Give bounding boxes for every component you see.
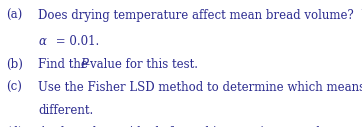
Text: different.: different. — [38, 104, 93, 116]
Text: Use the Fisher LSD method to determine which means are: Use the Fisher LSD method to determine w… — [38, 81, 362, 94]
Text: (d): (d) — [7, 126, 23, 127]
Text: α: α — [38, 35, 46, 48]
Text: = 0.01.: = 0.01. — [52, 35, 99, 48]
Text: Find the: Find the — [38, 58, 92, 71]
Text: P: P — [80, 58, 88, 71]
Text: (c): (c) — [7, 81, 22, 94]
Text: (a): (a) — [7, 9, 23, 22]
Text: (b): (b) — [7, 58, 24, 71]
Text: Does drying temperature affect mean bread volume?  Use: Does drying temperature affect mean brea… — [38, 9, 362, 22]
Text: -value for this test.: -value for this test. — [86, 58, 198, 71]
Text: Analyze the residuals from this experiment and comment: Analyze the residuals from this experime… — [38, 126, 362, 127]
